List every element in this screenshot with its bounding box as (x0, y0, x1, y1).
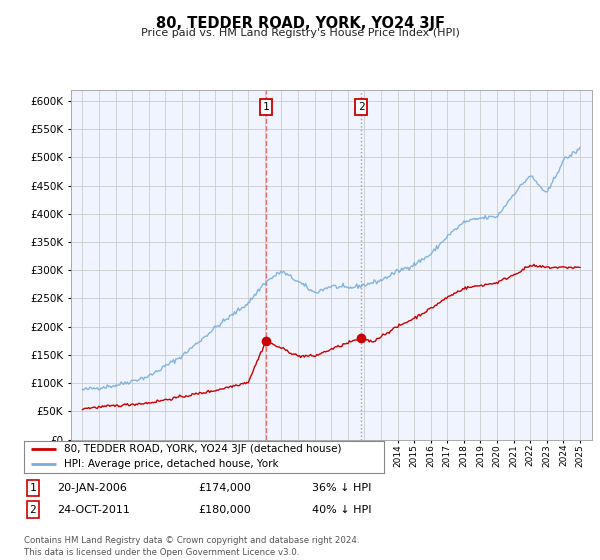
Text: 2: 2 (358, 102, 364, 112)
Text: 40% ↓ HPI: 40% ↓ HPI (312, 505, 371, 515)
Text: £174,000: £174,000 (198, 483, 251, 493)
Text: 20-JAN-2006: 20-JAN-2006 (57, 483, 127, 493)
Text: 36% ↓ HPI: 36% ↓ HPI (312, 483, 371, 493)
Text: 80, TEDDER ROAD, YORK, YO24 3JF: 80, TEDDER ROAD, YORK, YO24 3JF (155, 16, 445, 31)
Text: £180,000: £180,000 (198, 505, 251, 515)
Text: 2: 2 (29, 505, 37, 515)
Text: HPI: Average price, detached house, York: HPI: Average price, detached house, York (64, 459, 278, 469)
Text: 80, TEDDER ROAD, YORK, YO24 3JF (detached house): 80, TEDDER ROAD, YORK, YO24 3JF (detache… (64, 444, 341, 454)
Text: Contains HM Land Registry data © Crown copyright and database right 2024.
This d: Contains HM Land Registry data © Crown c… (24, 536, 359, 557)
Text: 24-OCT-2011: 24-OCT-2011 (57, 505, 130, 515)
Text: 1: 1 (262, 102, 269, 112)
Text: Price paid vs. HM Land Registry's House Price Index (HPI): Price paid vs. HM Land Registry's House … (140, 28, 460, 38)
Text: 1: 1 (29, 483, 37, 493)
